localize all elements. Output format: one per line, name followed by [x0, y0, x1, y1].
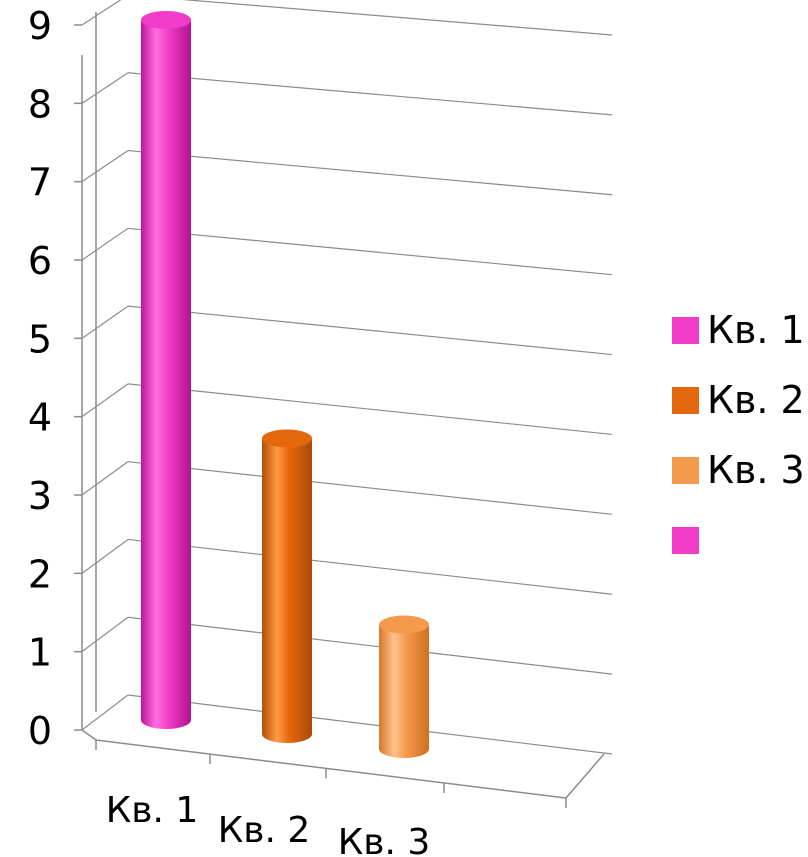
gridline: [127, 305, 613, 356]
gridline: [127, 149, 613, 196]
y-tick-label: 4: [28, 396, 52, 440]
x-axis-tick-labels: Кв. 1 Кв. 2 Кв. 3: [106, 790, 431, 857]
gridline: [127, 616, 613, 675]
gridline-side: [81, 538, 129, 574]
y-tick-label: 3: [28, 474, 52, 518]
legend-swatch: [672, 386, 699, 414]
gridline-side: [81, 461, 129, 496]
legend-item: Кв. 2: [672, 378, 805, 422]
gridline: [127, 383, 613, 436]
x-axis: [81, 729, 605, 808]
bar-top: [262, 429, 312, 448]
gridline-side: [81, 694, 129, 731]
gridline-side: [81, 305, 129, 339]
y-tick-label: 9: [28, 4, 52, 48]
bar-top: [141, 11, 191, 29]
gridline: [127, 694, 613, 755]
floor-left-edge: [81, 729, 97, 741]
legend-label: Кв. 1: [707, 308, 805, 352]
y-tick-label: 0: [28, 709, 52, 753]
gridline-side: [81, 383, 129, 418]
bar-top: [379, 615, 429, 634]
gridline-side: [81, 616, 129, 653]
x-tick-label: Кв. 1: [106, 790, 199, 831]
chart-walls: [81, 12, 97, 730]
gridline-side: [81, 0, 122, 26]
gridline: [181, 0, 613, 36]
gridline: [127, 72, 613, 116]
legend-label: Кв. 2: [707, 378, 805, 422]
y-tick-label: 6: [28, 239, 52, 283]
bar-base: [379, 740, 429, 758]
x-axis-line: [95, 739, 567, 799]
y-tick-label: 5: [28, 317, 52, 361]
gridline: [127, 227, 613, 276]
gridline: [127, 461, 613, 515]
y-tick-label: 7: [28, 161, 52, 205]
x-tick-label: Кв. 3: [338, 822, 431, 857]
legend-item: Кв. 1: [672, 308, 805, 352]
gridlines: [74, 0, 613, 755]
bar: [262, 429, 312, 743]
legend-item: [672, 518, 707, 562]
gridline: [127, 538, 613, 595]
bar-base: [141, 711, 191, 729]
gridline-side: [81, 150, 129, 183]
legend-item: Кв. 3: [672, 448, 805, 492]
bar-body: [262, 438, 312, 734]
bar: [379, 615, 429, 758]
bar-body: [141, 20, 191, 720]
legend-swatch: [672, 316, 699, 344]
legend-label: Кв. 3: [707, 448, 805, 492]
bar: [141, 11, 191, 729]
y-axis-tick-labels: 0 1 2 3 4 5 6 7 8 9: [28, 4, 52, 753]
x-tick-label: Кв. 2: [218, 810, 311, 851]
legend-swatch: [672, 526, 699, 554]
y-tick-label: 1: [28, 631, 52, 675]
legend-swatch: [672, 456, 699, 484]
floor-right-edge: [565, 753, 605, 799]
gridline-side: [81, 227, 129, 261]
bar-base: [262, 725, 312, 743]
y-tick-label: 8: [28, 82, 52, 126]
bar-body: [379, 624, 429, 749]
gridline-side: [81, 72, 129, 104]
bars: [141, 11, 429, 758]
y-tick-label: 2: [28, 552, 52, 596]
